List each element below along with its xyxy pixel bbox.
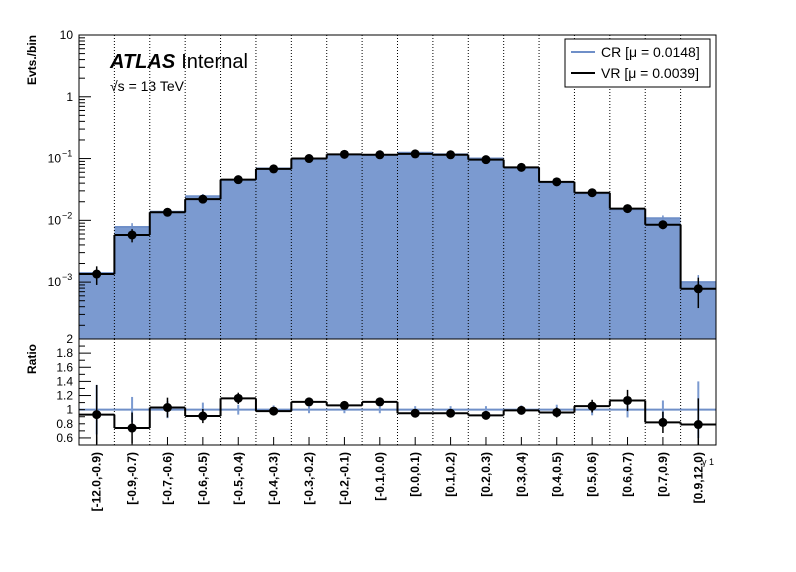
x-category-label-4: [-0.5,-0.4) <box>231 452 245 505</box>
ratio-y-tick-label-2: 1 <box>66 403 73 417</box>
energy-label: √s = 13 TeV <box>110 78 185 94</box>
x-category-label-7: [-0.2,-0.1) <box>337 452 351 505</box>
vr-point-17 <box>693 284 703 294</box>
ratio-y-tick-label-1: 0.8 <box>56 417 73 431</box>
x-category-label-0: [-12.0,-0.9) <box>90 452 104 511</box>
ratio-vr-point-11 <box>481 410 491 420</box>
ratio-vr-point-14 <box>587 401 597 411</box>
x-category-label-2: [-0.7,-0.6) <box>160 452 174 505</box>
atlas-label: ATLAS Internal √s = 13 TeV <box>109 51 248 94</box>
x-category-label-9: [0.0,0.1) <box>408 452 422 497</box>
main-y-tick-label-0: 10 <box>60 28 74 42</box>
main-y-axis-label: Evts./bin <box>25 35 39 85</box>
ratio-y-axis-label: Ratio <box>25 344 39 374</box>
atlas-status-label: Internal <box>181 51 248 73</box>
ratio-vr-point-3 <box>198 411 208 421</box>
ratio-vr-histogram <box>79 384 716 445</box>
x-axis-label: γ 1 <box>702 457 714 467</box>
ratio-y-tick-label-3: 1.2 <box>56 389 73 403</box>
vr-point-9 <box>410 149 420 159</box>
x-category-label-17: [0.9,12.0) <box>691 452 705 503</box>
x-category-label-6: [-0.3,-0.2) <box>302 452 316 505</box>
vr-point-14 <box>587 188 597 198</box>
ratio-panel: 0.60.811.21.41.61.82 Ratio [-12.0,-0.9)[… <box>25 332 717 511</box>
vr-point-4 <box>233 175 243 185</box>
x-category-label-14: [0.5,0.6) <box>585 452 599 497</box>
main-y-tick-exponent-4: −3 <box>62 272 72 282</box>
x-axis: [-12.0,-0.9) [-0.9,-0.7) [-0.7,-0.6) [-0.6,… <box>90 437 705 511</box>
ratio-vr-point-4 <box>233 393 243 403</box>
main-y-tick-label-4: 10 <box>48 275 62 289</box>
ratio-y-axis: 0.60.811.21.41.61.82 <box>56 332 91 446</box>
legend-entry-vr: VR [μ = 0.0039] <box>601 65 699 81</box>
x-category-label-12: [0.3,0.4) <box>514 452 528 497</box>
main-y-tick-exponent-2: −1 <box>62 149 72 159</box>
main-y-tick-label-1: 1 <box>66 90 73 104</box>
ratio-vr-point-1 <box>127 423 137 433</box>
ratio-vr-point-13 <box>552 407 562 417</box>
vr-histogram <box>79 149 716 309</box>
ratio-y-tick-label-4: 1.4 <box>56 374 73 388</box>
x-category-label-1: [-0.9,-0.7) <box>125 452 139 505</box>
ratio-y-tick-label-7: 2 <box>66 332 73 346</box>
x-category-label-5: [-0.4,-0.3) <box>267 452 281 505</box>
legend-box <box>564 38 711 88</box>
legend-entry-cr: CR [μ = 0.0148] <box>601 44 700 60</box>
vr-point-12 <box>516 162 526 172</box>
x-category-label-3: [-0.6,-0.5) <box>196 452 210 505</box>
ratio-vr-point-12 <box>516 405 526 415</box>
x-category-label-8: [-0.1,0.0) <box>373 452 387 501</box>
ratio-vr-point-5 <box>269 406 279 416</box>
vr-point-8 <box>375 150 385 160</box>
vr-point-5 <box>269 164 279 174</box>
ratio-vr-point-7 <box>339 400 349 410</box>
x-category-label-10: [0.1,0.2) <box>444 452 458 497</box>
ratio-vr-point-2 <box>162 403 172 413</box>
x-category-label-13: [0.4,0.5) <box>550 452 564 497</box>
vr-point-11 <box>481 155 491 165</box>
vr-point-7 <box>339 149 349 159</box>
main-y-tick-label-2: 10 <box>48 152 62 166</box>
ratio-vr-point-0 <box>92 410 102 420</box>
ratio-vr-point-8 <box>375 397 385 407</box>
legend: CR [μ = 0.0148] VR [μ = 0.0039] <box>564 38 711 88</box>
ratio-vr-point-10 <box>446 408 456 418</box>
main-y-tick-label-3: 10 <box>48 213 62 227</box>
x-category-label-15: [0.6,0.7) <box>621 452 635 497</box>
ratio-vr-point-6 <box>304 397 314 407</box>
ratio-vr-point-16 <box>658 417 668 427</box>
main-y-tick-exponent-3: −2 <box>62 210 72 220</box>
ratio-y-tick-label-5: 1.6 <box>56 360 73 374</box>
vr-point-0 <box>92 269 102 279</box>
vr-point-10 <box>446 150 456 160</box>
atlas-experiment-label: ATLAS <box>109 51 176 73</box>
vr-point-15 <box>623 204 633 214</box>
vr-point-6 <box>304 154 314 164</box>
ratio-vr-point-9 <box>410 408 420 418</box>
vr-point-1 <box>127 230 137 240</box>
ratio-vr-point-17 <box>693 420 703 430</box>
ratio-plot-frame <box>78 338 717 446</box>
vr-point-2 <box>162 207 172 217</box>
ratio-y-tick-label-0: 0.6 <box>56 431 73 445</box>
vr-point-13 <box>552 177 562 187</box>
ratio-y-tick-label-6: 1.8 <box>56 346 73 360</box>
x-category-label-16: [0.7,0.9) <box>656 452 670 497</box>
vr-point-16 <box>658 220 668 230</box>
ratio-vr-point-15 <box>623 395 633 405</box>
vr-point-3 <box>198 194 208 204</box>
x-category-label-11: [0.2,0.3) <box>479 452 493 497</box>
